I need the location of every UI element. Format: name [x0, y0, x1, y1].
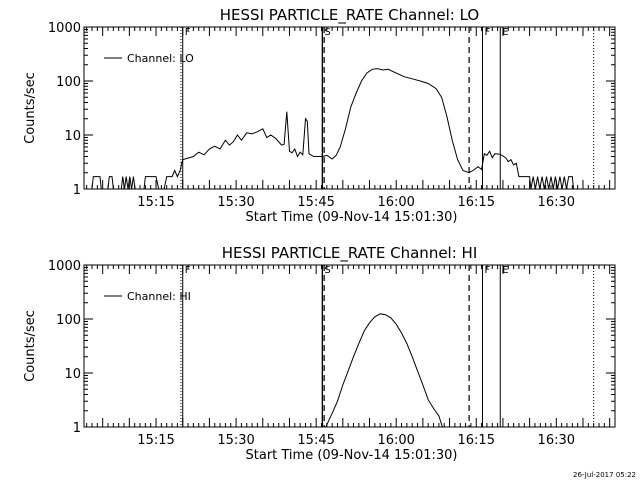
hi-x-tick-label: 15:30: [217, 433, 254, 448]
footer-timestamp: 26-Jul-2017 05:22: [573, 471, 636, 479]
hi-y-tick-label: 1: [73, 421, 81, 436]
lo-y-tick-label: 1000: [48, 21, 81, 36]
lo-x-tick-label: 16:15: [458, 195, 495, 210]
hi-x-tick-label: 16:30: [538, 433, 575, 448]
lo-x-axis-label: Start Time (09-Nov-14 15:01:30): [246, 210, 458, 225]
hi-marker-label: F: [484, 265, 490, 276]
hi-series-line: [325, 313, 443, 428]
hi-legend-label: Channel: HI: [127, 290, 191, 303]
lo-y-tick-label: 100: [56, 75, 81, 90]
hi-x-tick-label: 15:45: [297, 433, 334, 448]
lo-y-tick-label: 1: [73, 183, 81, 198]
lo-x-tick-label: 15:45: [297, 195, 334, 210]
lo-series-line: [84, 68, 578, 190]
hi-x-axis-label: Start Time (09-Nov-14 15:01:30): [246, 448, 458, 463]
lo-x-tick-label: 15:15: [137, 195, 174, 210]
lo-plot-frame: [83, 26, 616, 190]
lo-marker-label: F: [484, 27, 490, 38]
hi-marker-label: F: [185, 265, 191, 276]
lo-y-axis-label: Counts/sec: [23, 72, 38, 144]
lo-x-tick-label: 16:00: [377, 195, 414, 210]
hi-plot-frame: [83, 264, 616, 428]
hi-panel: HESSI PARTICLE_RATE Channel: HI 1 10 100 100…: [23, 244, 616, 463]
lo-marker-label: E: [502, 27, 508, 38]
lo-x-tick-label: 15:30: [217, 195, 254, 210]
hi-y-tick-label: 10: [64, 367, 81, 382]
lo-panel: HESSI PARTICLE_RATE Channel: LO 1 10 100 100…: [23, 6, 616, 225]
hi-x-tick-label: 16:00: [377, 433, 414, 448]
hi-marker-label: S: [324, 265, 330, 276]
hi-x-tick-label: 16:15: [458, 433, 495, 448]
hi-y-tick-label: 1000: [48, 259, 81, 274]
hi-marker-label: E: [502, 265, 508, 276]
lo-marker-label: S: [324, 27, 330, 38]
lo-y-tick-label: 10: [64, 129, 81, 144]
hi-chart-title: HESSI PARTICLE_RATE Channel: HI: [222, 244, 478, 263]
lo-legend-label: Channel: LO: [127, 52, 194, 65]
lo-chart-title: HESSI PARTICLE_RATE Channel: LO: [220, 6, 479, 25]
hi-y-tick-label: 100: [56, 313, 81, 328]
lo-x-tick-label: 16:30: [538, 195, 575, 210]
hi-y-axis-label: Counts/sec: [23, 310, 38, 382]
lo-marker-label: F: [185, 27, 191, 38]
hi-x-tick-label: 15:15: [137, 433, 174, 448]
